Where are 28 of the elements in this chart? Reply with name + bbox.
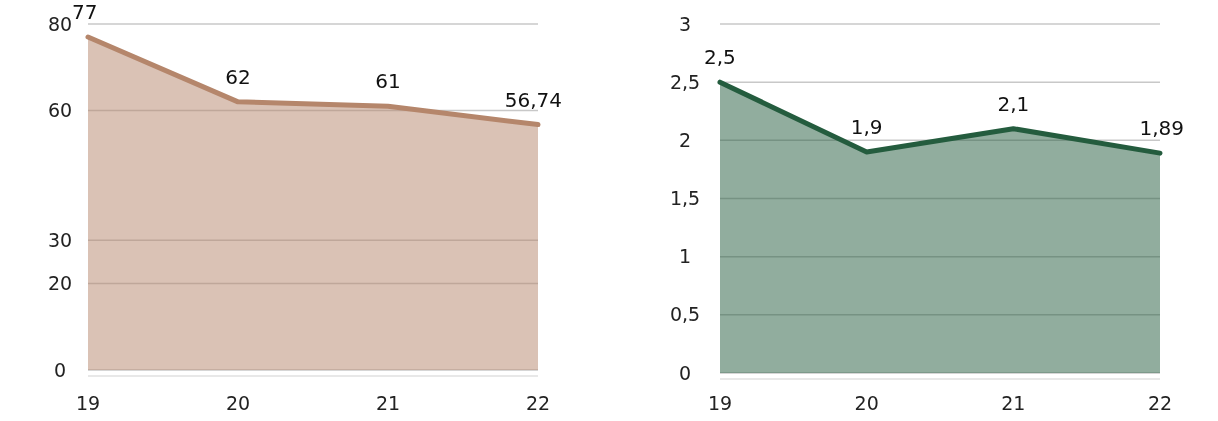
y-tick-label: 1,5 xyxy=(669,187,701,210)
y-tick-label: 0 xyxy=(53,358,67,381)
y-tick-label: 1 xyxy=(678,245,692,268)
x-tick-label: 22 xyxy=(1147,392,1173,414)
x-tick-label: 21 xyxy=(375,392,401,414)
data-label: 61 xyxy=(375,69,401,94)
y-tick-label: 3 xyxy=(678,12,692,35)
y-tick-label: 80 xyxy=(47,12,73,35)
x-tick-label: 20 xyxy=(225,392,251,414)
x-tick-label: 19 xyxy=(707,392,733,414)
data-label: 77 xyxy=(72,0,98,24)
y-tick-label: 0,5 xyxy=(669,303,701,326)
y-tick-label: 2 xyxy=(678,128,692,151)
data-label: 56,74 xyxy=(504,87,562,112)
data-label: 62 xyxy=(225,64,251,89)
x-tick-label: 22 xyxy=(525,392,551,414)
y-tick-label: 0 xyxy=(678,361,692,384)
data-label: 1,89 xyxy=(1139,116,1184,141)
data-label: 2,1 xyxy=(997,91,1030,116)
y-tick-label: 30 xyxy=(47,228,73,251)
x-tick-label: 20 xyxy=(854,392,879,414)
x-tick-label: 21 xyxy=(1001,392,1026,414)
data-label: 2,5 xyxy=(704,45,736,70)
y-tick-label: 60 xyxy=(47,99,73,122)
y-tick-label: 2,5 xyxy=(669,70,701,93)
y-tick-label: 20 xyxy=(47,272,73,295)
data-label: 1,9 xyxy=(850,114,883,139)
x-tick-label: 19 xyxy=(75,392,101,414)
